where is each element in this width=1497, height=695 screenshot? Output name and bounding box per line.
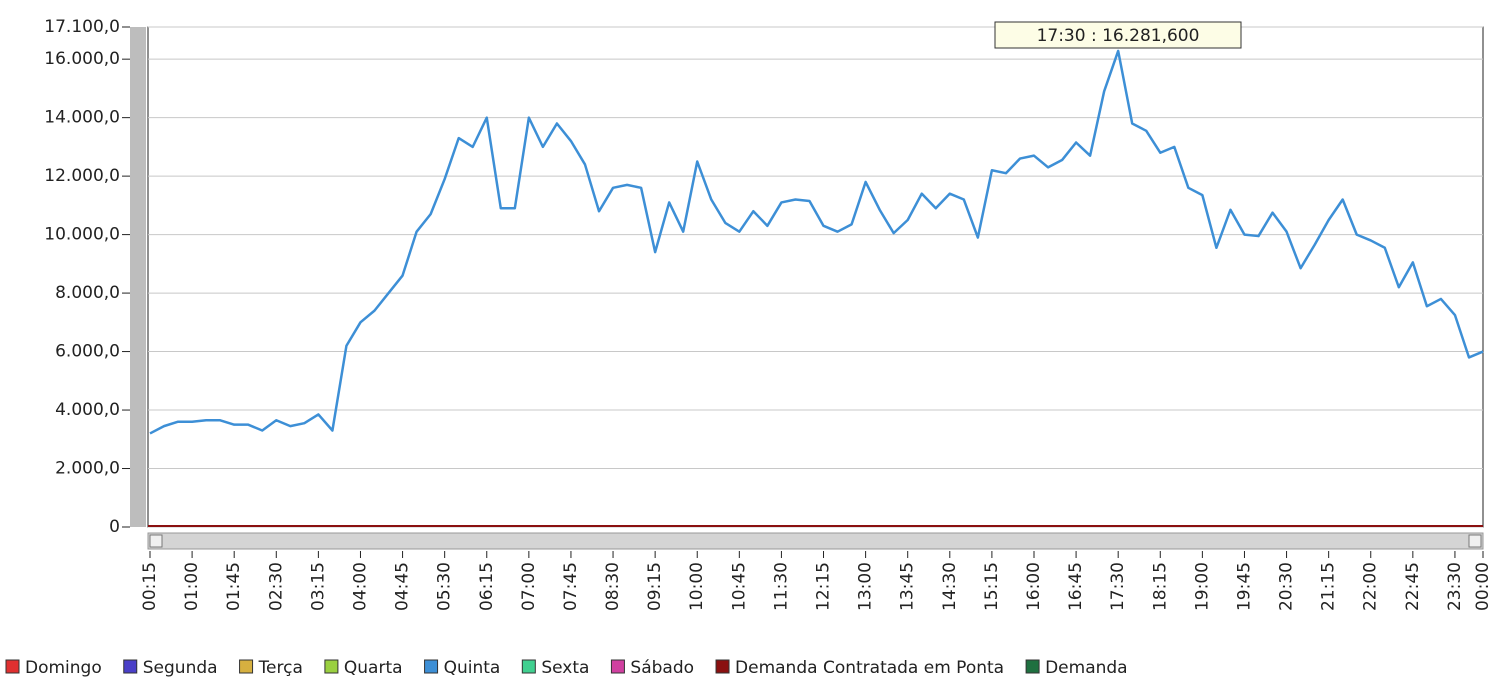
x-tick-label: 13:00 xyxy=(856,562,876,611)
y-tick-label: 17.100,0 xyxy=(44,17,120,37)
legend-label: Demanda xyxy=(1045,658,1128,678)
y-tick-label: 12.000,0 xyxy=(44,166,120,186)
x-tick-label: 10:45 xyxy=(729,562,749,611)
x-tick-label: 19:45 xyxy=(1234,562,1254,611)
x-tick-label: 00:15 xyxy=(140,562,160,611)
x-tick-label: 01:45 xyxy=(224,562,244,611)
legend-label: Demanda Contratada em Ponta xyxy=(735,658,1004,678)
x-tick-label: 20:30 xyxy=(1277,562,1297,611)
x-tick-label: 16:45 xyxy=(1066,562,1086,611)
y-scroll xyxy=(130,27,146,527)
data-line xyxy=(149,49,1484,435)
legend-label: Segunda xyxy=(143,658,218,678)
legend-label: Sábado xyxy=(630,658,694,678)
x-tick-label: 22:00 xyxy=(1361,562,1381,611)
legend-label: Sexta xyxy=(541,658,589,678)
x-scrollbar[interactable] xyxy=(147,532,1484,550)
legend-label: Quinta xyxy=(444,658,501,678)
y-tick-label: 14.000,0 xyxy=(44,108,120,128)
x-tick-label: 10:00 xyxy=(687,562,707,611)
y-tick-label: 16.000,0 xyxy=(44,49,120,69)
legend-label: Domingo xyxy=(25,658,102,678)
x-tick-label: 04:00 xyxy=(350,562,370,611)
x-tick-label: 11:30 xyxy=(771,562,791,611)
tooltip-box xyxy=(994,21,1242,49)
x-tick-label: 07:00 xyxy=(519,562,539,611)
x-tick-label: 08:30 xyxy=(603,562,623,611)
legend-swatch xyxy=(324,659,339,674)
x-tick-label: 22:45 xyxy=(1403,562,1423,611)
legend-swatch xyxy=(123,659,138,674)
legend-swatch xyxy=(1025,659,1040,674)
legend-swatch xyxy=(424,659,439,674)
x-tick-label: 00:00 xyxy=(1473,562,1493,611)
y-tick-label: 8.000,0 xyxy=(55,283,120,303)
y-tick-label: 6.000,0 xyxy=(55,342,120,362)
x-tick-label: 16:00 xyxy=(1024,562,1044,611)
y-tick-label: 0 xyxy=(109,517,120,537)
x-tick-label: 23:30 xyxy=(1445,562,1465,611)
x-tick-label: 12:15 xyxy=(814,562,834,611)
x-tick-label: 06:15 xyxy=(477,562,497,611)
legend-swatch xyxy=(610,659,625,674)
y-tick-label: 4.000,0 xyxy=(55,400,120,420)
x-tick-label: 18:15 xyxy=(1150,562,1170,611)
x-tick-label: 19:00 xyxy=(1192,562,1212,611)
x-tick-label: 14:30 xyxy=(940,562,960,611)
x-tick-label: 21:15 xyxy=(1319,562,1339,611)
scroll-left[interactable] xyxy=(149,534,163,548)
x-tick-label: 15:15 xyxy=(982,562,1002,611)
legend-swatch xyxy=(239,659,254,674)
x-tick-label: 17:30 xyxy=(1108,562,1128,611)
grid xyxy=(148,26,1483,528)
x-tick-label: 02:30 xyxy=(266,562,286,611)
x-tick-label: 04:45 xyxy=(393,562,413,611)
marks xyxy=(149,49,1484,435)
scroll-right[interactable] xyxy=(1468,534,1482,548)
x-tick-label: 09:15 xyxy=(645,562,665,611)
legend-swatch xyxy=(521,659,536,674)
legend-swatch xyxy=(715,659,730,674)
x-tick-label: 13:45 xyxy=(898,562,918,611)
x-tick-label: 05:30 xyxy=(435,562,455,611)
y-tick-label: 2.000,0 xyxy=(55,459,120,479)
y-tick-label: 10.000,0 xyxy=(44,225,120,245)
plot-area xyxy=(147,26,1484,528)
legend-label: Terça xyxy=(258,658,303,678)
legend-swatch xyxy=(5,659,20,674)
tooltip: 17:30 : 16.281,600 xyxy=(1037,26,1200,46)
legend-label: Quarta xyxy=(344,658,403,678)
x-tick-label: 03:15 xyxy=(308,562,328,611)
x-tick-label: 07:45 xyxy=(561,562,581,611)
x-tick-label: 01:00 xyxy=(182,562,202,611)
